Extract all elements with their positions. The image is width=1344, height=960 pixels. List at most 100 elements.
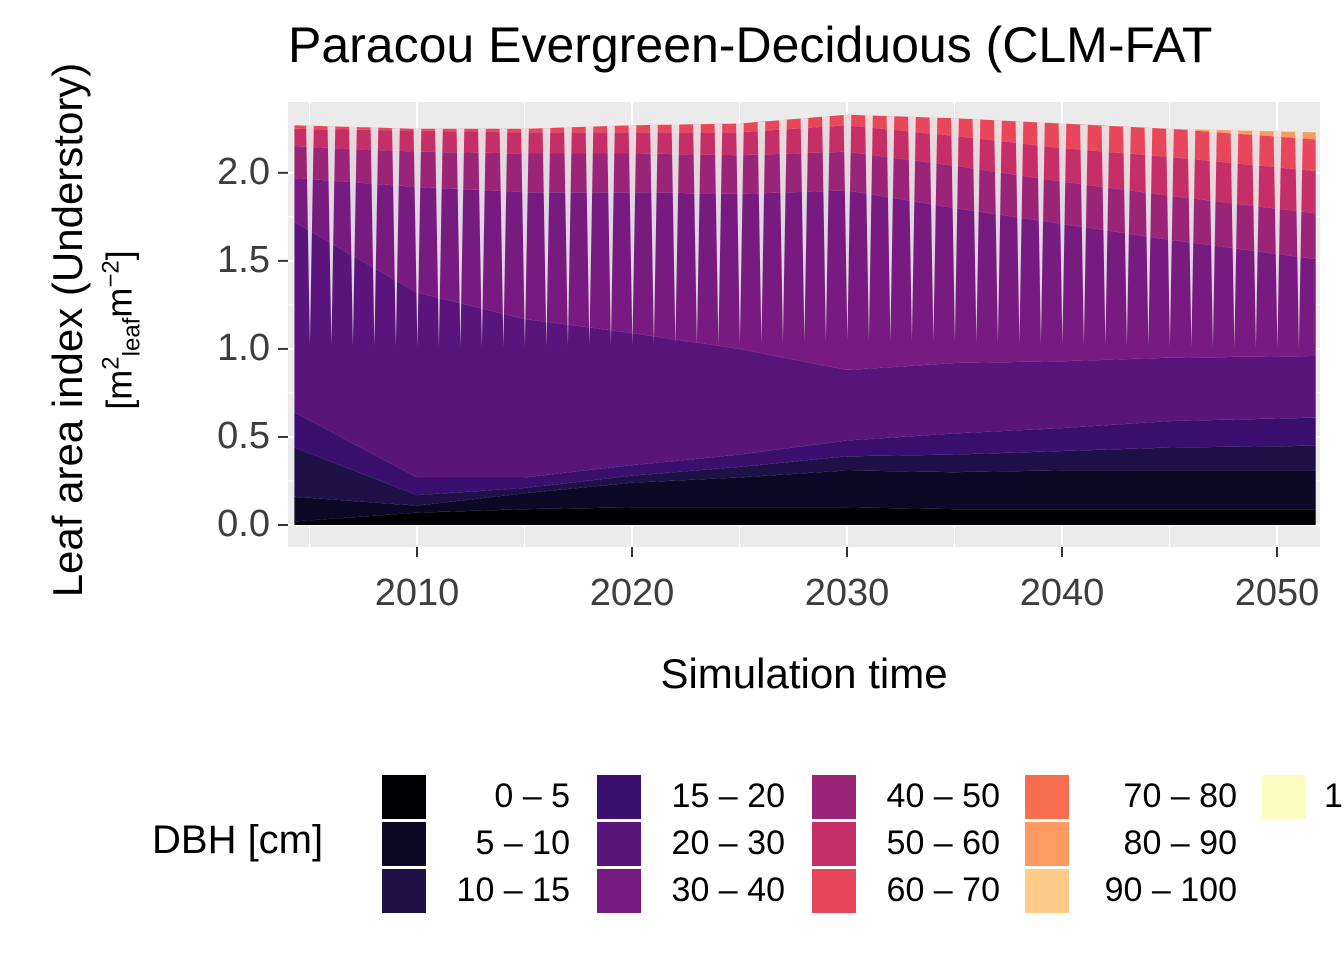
seasonal-dip <box>327 126 336 346</box>
seasonal-dip <box>972 119 981 343</box>
y-unit-sup2: −2 <box>97 260 125 288</box>
y-unit-sub1: leaf <box>118 317 146 357</box>
legend-label: 70 – 80 <box>1123 777 1237 815</box>
y-axis-title-group: Leaf area index (Understory) [m2leafm−2] <box>0 0 160 660</box>
seasonal-dip <box>843 114 852 341</box>
legend-key <box>811 821 857 867</box>
seasonal-dip <box>994 120 1002 343</box>
legend-label: 0 – 5 <box>494 777 570 815</box>
legend-key <box>1261 774 1307 820</box>
legend-label: 80 – 90 <box>1123 824 1237 862</box>
area-0-5 <box>294 507 1316 525</box>
y-unit-sup1: 2 <box>97 356 125 370</box>
legend-key <box>1024 868 1070 914</box>
seasonal-dip <box>779 119 787 343</box>
legend-label: 10 – 15 <box>456 871 570 909</box>
y-axis-unit: [m2leafm−2] <box>97 250 146 409</box>
y-tick-label: 0.5 <box>217 414 270 457</box>
seasonal-dip <box>1037 122 1045 344</box>
y-unit-close: ] <box>98 250 140 261</box>
legend-key <box>811 868 857 914</box>
legend-key <box>811 774 857 820</box>
y-unit-open: [ <box>98 399 140 410</box>
area-15-20 <box>294 412 1316 496</box>
seasonal-dips <box>306 114 1303 349</box>
legend-label: 60 – 70 <box>886 871 1000 909</box>
x-tick-label: 2040 <box>1019 572 1105 614</box>
y-tick-label: 2.0 <box>217 150 270 193</box>
seasonal-dip <box>671 124 680 345</box>
seasonal-dip <box>499 128 508 347</box>
seasonal-dip <box>413 128 422 347</box>
seasonal-dip <box>951 118 959 342</box>
legend-label: 90 – 100 <box>1104 871 1237 909</box>
seasonal-dip <box>1230 130 1239 348</box>
seasonal-dip <box>822 116 830 342</box>
legend-key <box>596 821 642 867</box>
seasonal-dip <box>349 126 357 346</box>
seasonal-dip <box>1101 125 1110 346</box>
seasonal-dip <box>478 128 486 347</box>
seasonal-dip <box>693 124 701 345</box>
legend-label: 5 – 10 <box>475 824 570 862</box>
y-tick-label: 1.0 <box>217 326 270 369</box>
seasonal-dip <box>1273 131 1282 348</box>
chart-title: Paracou Evergreen-Deciduous (CLM-FAT <box>288 17 1213 73</box>
seasonal-dip <box>1166 128 1174 347</box>
seasonal-dip <box>1144 127 1153 347</box>
legend-label: 1 <box>1324 777 1343 815</box>
seasonal-dip <box>585 126 594 346</box>
legend-label: 20 – 30 <box>671 824 785 862</box>
axis-ticks <box>278 171 1278 557</box>
seasonal-dip <box>370 127 379 347</box>
seasonal-dip <box>650 125 658 345</box>
legend-label: 30 – 40 <box>671 871 785 909</box>
legend-label: 15 – 20 <box>671 777 785 815</box>
legend-key <box>1024 774 1070 820</box>
y-tick-label: 1.5 <box>217 238 270 281</box>
seasonal-dip <box>1015 121 1024 344</box>
seasonal-dip <box>306 125 314 346</box>
seasonal-dip <box>435 128 443 347</box>
seasonal-dip <box>607 126 615 346</box>
seasonal-dip <box>628 125 637 346</box>
x-tick-label: 2020 <box>589 572 675 614</box>
seasonal-dip <box>800 118 809 342</box>
legend-key <box>381 774 427 820</box>
y-tick-label: 0.0 <box>217 503 270 545</box>
seasonal-dip <box>392 128 400 347</box>
seasonal-dip <box>886 116 895 341</box>
y-unit-base1: m <box>98 369 140 400</box>
area-10-15 <box>294 445 1316 506</box>
y-axis-title: Leaf area index (Understory) <box>44 62 91 598</box>
legend-key <box>596 868 642 914</box>
seasonal-dip <box>1295 132 1303 349</box>
seasonal-dip <box>542 128 551 347</box>
x-tick-label: 2050 <box>1234 572 1320 614</box>
area-5-10 <box>294 470 1316 522</box>
seasonal-dip <box>1209 129 1217 348</box>
legend-key <box>596 774 642 820</box>
y-unit-base2: m <box>98 287 140 318</box>
area-40-50 <box>294 146 1316 260</box>
seasonal-dip <box>456 128 465 347</box>
legend-label: 40 – 50 <box>886 777 1000 815</box>
seasonal-dip <box>757 121 766 344</box>
seasonal-dip <box>521 128 529 347</box>
seasonal-dip <box>714 123 723 345</box>
seasonal-dip <box>865 115 873 341</box>
legend-title: DBH [cm] <box>152 818 324 862</box>
seasonal-dip <box>736 123 744 345</box>
seasonal-dip <box>1187 129 1196 347</box>
seasonal-dip <box>908 116 916 342</box>
legend-label: 50 – 60 <box>886 824 1000 862</box>
seasonal-dip <box>929 117 938 342</box>
seasonal-dip <box>1252 130 1260 348</box>
x-tick-label: 2010 <box>374 572 460 614</box>
legend-key <box>381 868 427 914</box>
seasonal-dip <box>1058 123 1067 345</box>
area-20-30 <box>294 222 1316 478</box>
seasonal-dip <box>1080 124 1088 345</box>
seasonal-dip <box>1123 126 1131 346</box>
